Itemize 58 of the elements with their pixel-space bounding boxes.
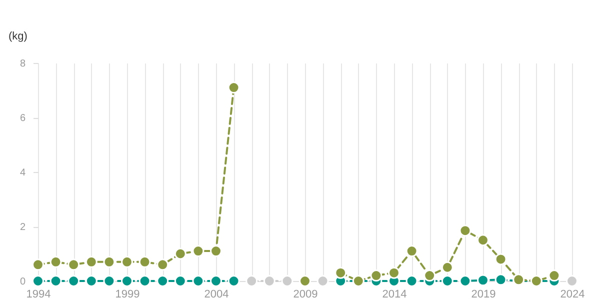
point [32, 275, 44, 287]
point [263, 275, 276, 287]
x-tick-label: 2024 [560, 288, 585, 300]
x-tick-label: 2004 [204, 288, 229, 300]
point [85, 275, 98, 287]
point [50, 256, 62, 268]
point [121, 275, 133, 287]
point [441, 261, 454, 274]
point [334, 266, 347, 279]
point [174, 248, 186, 260]
point [459, 224, 472, 237]
point [566, 275, 578, 287]
point [210, 245, 222, 258]
point [85, 256, 98, 268]
point [316, 275, 329, 287]
point [406, 275, 418, 287]
point [210, 275, 222, 287]
y-tick-label: 0 [20, 276, 26, 288]
point [246, 275, 258, 287]
point [156, 275, 169, 287]
point [477, 234, 489, 246]
point [228, 82, 240, 94]
y-tick-label: 4 [20, 168, 26, 178]
x-tick-label: 2009 [293, 288, 318, 300]
point [228, 275, 240, 287]
point [156, 258, 169, 271]
y-axis-title: (kg) [8, 30, 28, 42]
point [121, 256, 133, 268]
point [441, 275, 454, 287]
point [138, 275, 151, 287]
point [299, 275, 311, 287]
point [192, 275, 204, 287]
x-tick-label: 2019 [471, 288, 496, 300]
point [424, 270, 436, 282]
y-tick-label: 6 [20, 113, 26, 124]
point [459, 275, 472, 287]
point [281, 275, 294, 287]
x-tick-label: 2014 [382, 288, 407, 300]
point [68, 275, 80, 287]
point [103, 275, 116, 287]
point [477, 274, 489, 286]
point [370, 270, 382, 282]
y-tick-label: 2 [20, 222, 26, 233]
point [388, 266, 400, 279]
x-tick-label: 1999 [115, 288, 140, 300]
point [68, 258, 80, 271]
point [406, 245, 418, 258]
point [50, 275, 62, 287]
point [192, 245, 204, 258]
point [548, 270, 560, 282]
point [494, 274, 507, 286]
point [138, 256, 151, 268]
point [494, 253, 507, 266]
point [103, 256, 116, 268]
x-tick-label: 1994 [26, 288, 51, 300]
point [32, 258, 44, 271]
point [174, 275, 186, 287]
y-tick-label: 8 [20, 58, 26, 70]
